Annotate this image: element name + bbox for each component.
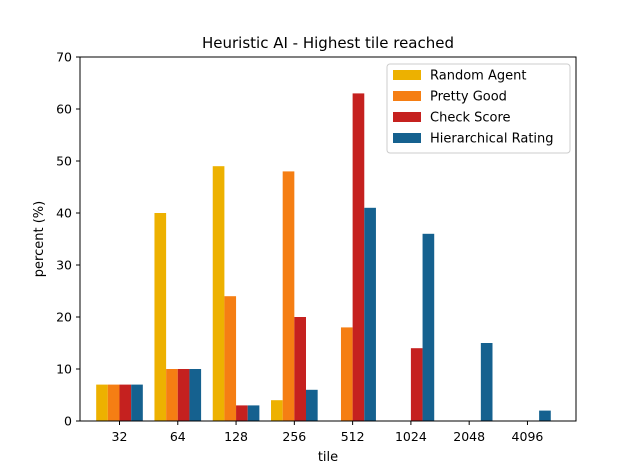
y-tick-label: 10 xyxy=(56,362,72,377)
legend-label: Pretty Good xyxy=(430,90,507,105)
bar-pretty-good-32 xyxy=(107,384,120,421)
bar-random-agent-32 xyxy=(96,384,108,421)
legend-label: Random Agent xyxy=(430,69,526,84)
bar-pretty-good-512 xyxy=(340,327,353,421)
bar-check-score-1024 xyxy=(410,348,423,421)
bar-random-agent-64 xyxy=(154,213,167,421)
x-axis-label: tile xyxy=(318,450,338,465)
legend-swatch xyxy=(393,70,421,80)
x-tick-label: 512 xyxy=(341,429,365,444)
bars-layer xyxy=(96,93,551,422)
legend-swatch xyxy=(393,91,421,101)
legend: Random Agent Pretty Good Check Score Hierar… xyxy=(386,63,571,154)
y-axis: 0 10 20 30 40 50 60 70 xyxy=(56,50,80,429)
x-tick-label: 64 xyxy=(170,429,186,444)
bar-pretty-good-256 xyxy=(282,171,295,421)
bar-check-score-64 xyxy=(177,369,190,421)
plot-frame xyxy=(79,56,577,422)
bar-check-score-32 xyxy=(119,384,132,421)
y-tick-label: 60 xyxy=(56,102,72,117)
bar-hierarchical-rating-32 xyxy=(131,384,143,421)
legend-label: Hierarchical Rating xyxy=(430,132,554,147)
y-tick-label: 20 xyxy=(56,310,72,325)
bar-pretty-good-128 xyxy=(224,296,237,421)
bar-hierarchical-rating-64 xyxy=(189,369,202,421)
y-tick-label: 50 xyxy=(56,154,72,169)
bar-hierarchical-rating-256 xyxy=(306,389,318,421)
bar-hierarchical-rating-2048 xyxy=(480,343,493,421)
bar-check-score-256 xyxy=(294,317,306,421)
bar-hierarchical-rating-512 xyxy=(364,207,376,421)
legend-swatch xyxy=(393,112,421,122)
y-tick-label: 0 xyxy=(64,414,72,429)
x-tick-label: 256 xyxy=(282,429,306,444)
x-tick-label: 4096 xyxy=(512,429,544,444)
bar-hierarchical-rating-128 xyxy=(247,405,260,421)
x-tick-label: 2048 xyxy=(453,429,485,444)
bar-random-agent-256 xyxy=(271,400,283,421)
x-axis: 32 64 128 256 512 1024 2048 4096 xyxy=(112,421,544,444)
bar-check-score-512 xyxy=(352,93,365,422)
y-tick-label: 30 xyxy=(56,258,72,273)
x-tick-label: 32 xyxy=(112,429,128,444)
bar-check-score-128 xyxy=(236,405,248,421)
x-tick-label: 1024 xyxy=(395,429,427,444)
bar-hierarchical-rating-1024 xyxy=(422,233,435,421)
chart-title: Heuristic AI - Highest tile reached xyxy=(202,34,454,52)
legend-swatch xyxy=(393,133,421,143)
bar-pretty-good-64 xyxy=(166,369,178,421)
y-axis-label: percent (%) xyxy=(32,201,47,277)
bar-random-agent-128 xyxy=(212,166,225,421)
y-tick-label: 70 xyxy=(56,50,72,65)
legend-label: Check Score xyxy=(430,111,511,126)
x-tick-label: 128 xyxy=(224,429,248,444)
y-tick-label: 40 xyxy=(56,206,72,221)
legend-box xyxy=(386,63,571,154)
bar-hierarchical-rating-4096 xyxy=(539,410,551,421)
